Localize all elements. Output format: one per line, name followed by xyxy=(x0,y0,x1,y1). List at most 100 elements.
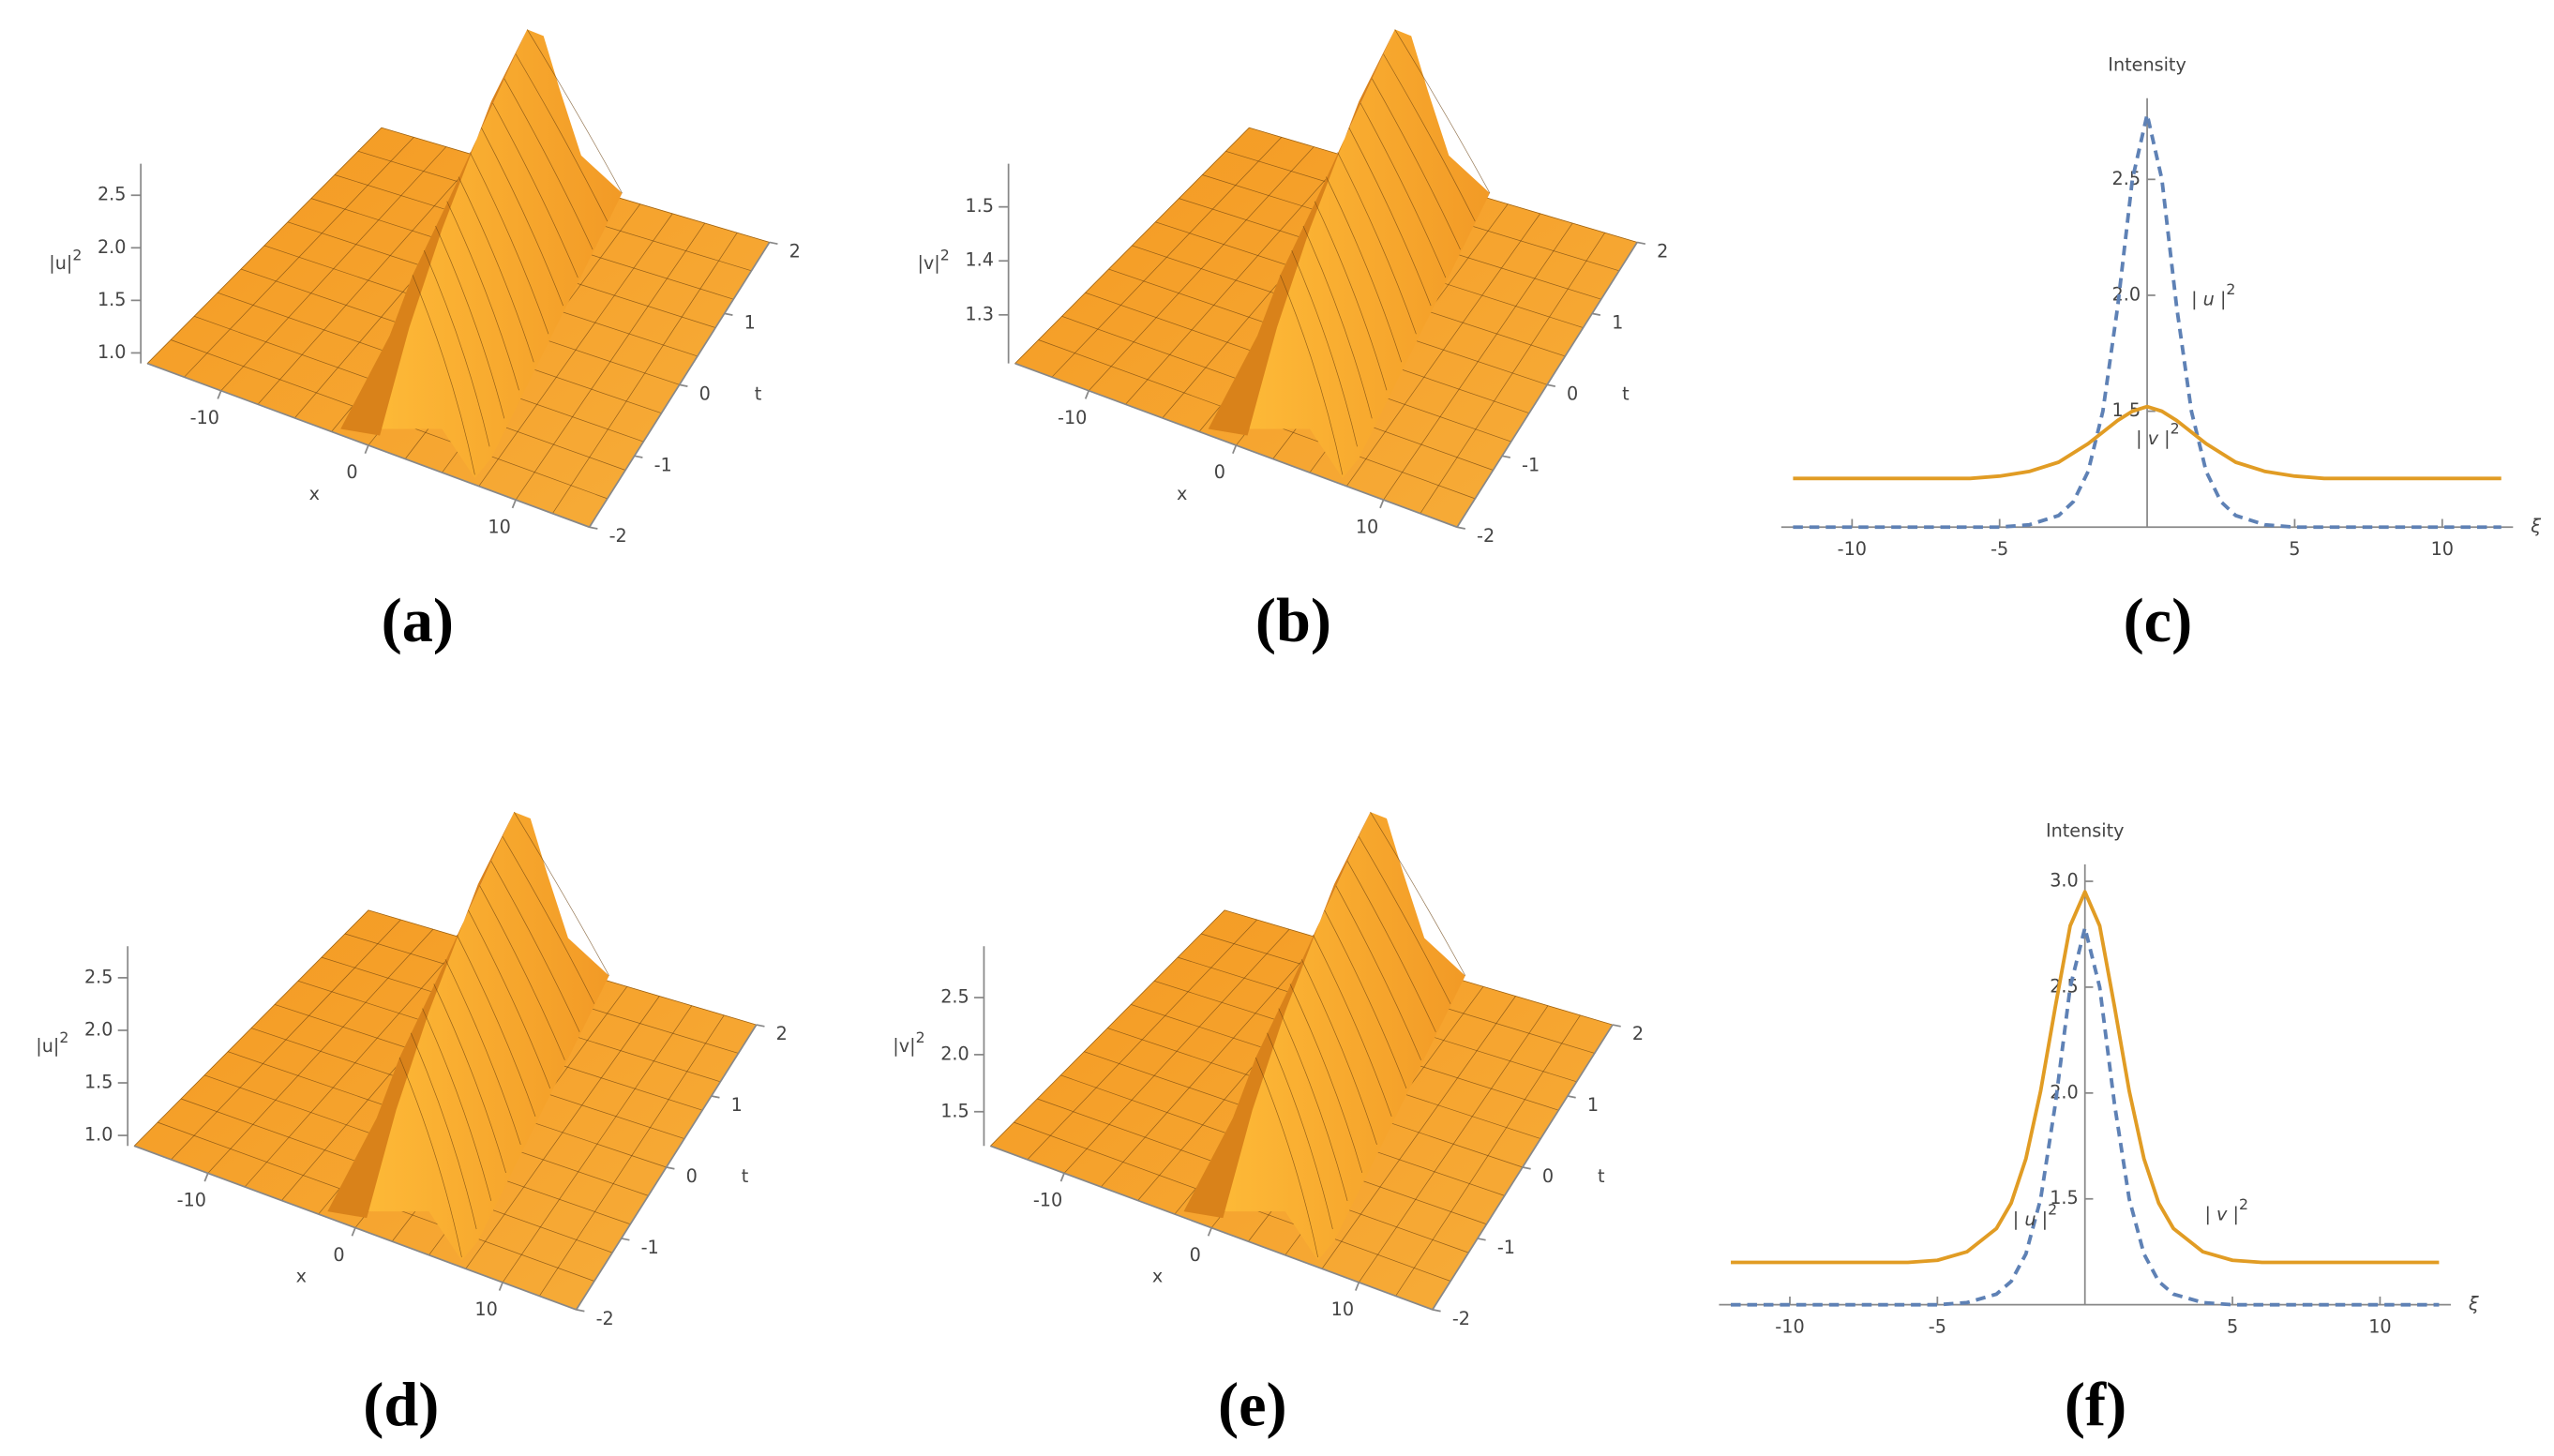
y-tick xyxy=(576,1309,585,1313)
surface-mesh xyxy=(502,836,595,1004)
series-label-sup: 2 xyxy=(2171,419,2180,437)
y-tick-label: 2.0 xyxy=(2112,283,2141,305)
surface-mesh xyxy=(515,53,608,222)
z-axis-label: |u|2 xyxy=(49,246,82,274)
y-axis-label: Intensity xyxy=(2046,820,2125,842)
series-label-name: | v | xyxy=(2205,1203,2239,1224)
y-tick xyxy=(1612,1024,1621,1028)
x-tick-label: 10 xyxy=(2368,1316,2391,1338)
y-tick-label: 0 xyxy=(699,383,711,404)
surface-mesh xyxy=(422,1008,492,1202)
y-tick-label: 3.0 xyxy=(2050,870,2079,892)
series-label-name: | u | xyxy=(2013,1208,2048,1229)
z-axis-label-sup: 2 xyxy=(940,246,950,263)
z-tick-label: 2.0 xyxy=(98,236,127,258)
y-tick xyxy=(666,1166,675,1170)
y-tick-label: -2 xyxy=(1477,525,1495,547)
surface-mesh xyxy=(490,861,580,1032)
surface-mesh xyxy=(514,811,609,976)
panel-caption: (c) xyxy=(2124,587,2193,655)
y-tick-label: 0 xyxy=(686,1165,698,1187)
y-axis-label: t xyxy=(1598,1165,1605,1187)
y-tick xyxy=(589,526,598,530)
x-tick xyxy=(217,390,222,399)
surface-ridge-shade xyxy=(1183,812,1371,1219)
x-tick xyxy=(203,1173,209,1182)
x-tick-label: 0 xyxy=(1190,1244,1201,1266)
series-label: | u |2 xyxy=(2191,280,2235,309)
surface-mesh xyxy=(1346,861,1436,1032)
y-tick-label: 2.5 xyxy=(2112,168,2141,189)
x-axis-label: x xyxy=(309,483,320,504)
y-tick xyxy=(756,1024,765,1028)
x-tick-label: 5 xyxy=(2227,1316,2238,1338)
x-tick-label: -5 xyxy=(1929,1316,1946,1338)
surface-ridge xyxy=(1208,29,1490,478)
y-tick xyxy=(711,1095,720,1099)
y-axis-label: Intensity xyxy=(2108,53,2186,75)
z-axis-label-text: |v| xyxy=(917,252,939,274)
surface-mesh xyxy=(433,983,506,1174)
x-tick xyxy=(1379,499,1385,509)
surface-mesh xyxy=(398,1057,462,1258)
z-tick-label: 1.5 xyxy=(940,1100,969,1121)
surface-ridge-shade xyxy=(327,812,515,1219)
surface-ridge-shade xyxy=(1208,29,1395,436)
x-tick-label: 10 xyxy=(488,516,510,537)
y-tick-label: -1 xyxy=(641,1237,659,1258)
y-tick xyxy=(634,455,643,458)
z-tick-label: 2.5 xyxy=(940,986,969,1008)
x-axis-label: ξ xyxy=(2530,516,2541,537)
x-tick-label: -5 xyxy=(1991,538,2008,560)
surface-mesh xyxy=(1267,1032,1333,1230)
surface-mesh xyxy=(435,225,505,419)
y-tick-label: -2 xyxy=(596,1308,614,1329)
z-tick-label: 1.4 xyxy=(965,249,994,271)
series-label-sup: 2 xyxy=(2226,280,2235,298)
series-label: | v |2 xyxy=(2205,1195,2248,1224)
surface-mesh xyxy=(1337,152,1417,335)
surface-mesh xyxy=(468,909,551,1088)
x-tick-label: -10 xyxy=(1058,407,1087,428)
surface-mesh xyxy=(1324,909,1407,1088)
panel-caption: (a) xyxy=(382,587,454,655)
x-tick-label: -10 xyxy=(177,1190,206,1211)
surface-mesh xyxy=(1313,934,1392,1117)
surface-mesh xyxy=(503,78,593,250)
y-tick-label: 1 xyxy=(1587,1094,1599,1116)
z-axis-label: |u|2 xyxy=(36,1028,68,1057)
series-label: | u |2 xyxy=(2013,1200,2057,1229)
surface-ridge xyxy=(1183,812,1465,1261)
y-tick-label: 2.0 xyxy=(2050,1081,2079,1103)
y-tick xyxy=(1477,1238,1486,1241)
x-tick xyxy=(351,1227,356,1237)
surface-mesh xyxy=(456,934,536,1117)
y-tick-label: 0 xyxy=(1567,383,1578,404)
surface-mesh xyxy=(1314,201,1388,391)
x-tick-label: -10 xyxy=(1838,538,1867,560)
surface-mesh xyxy=(446,201,519,391)
z-axis-label-sup: 2 xyxy=(72,246,82,263)
surface-mesh xyxy=(1383,53,1476,222)
series-label-sup: 2 xyxy=(2239,1195,2248,1213)
y-tick-label: 1.5 xyxy=(2112,399,2141,421)
y-tick-label: 0 xyxy=(1542,1165,1554,1187)
x-tick-label: 10 xyxy=(474,1298,497,1320)
series-line xyxy=(1793,404,2501,481)
y-tick-label: 1.5 xyxy=(2050,1187,2079,1208)
panel-caption: (d) xyxy=(363,1371,439,1439)
y-tick-label: 2 xyxy=(789,240,801,262)
y-tick-label: 1 xyxy=(731,1094,743,1116)
surface-mesh xyxy=(444,959,521,1145)
y-tick-label: 2 xyxy=(1657,240,1668,262)
surface-mesh xyxy=(526,29,623,194)
surface-ridge xyxy=(327,812,609,1261)
z-tick-label: 1.0 xyxy=(84,1124,113,1146)
series-label: | v |2 xyxy=(2136,419,2179,448)
y-tick xyxy=(769,241,778,246)
x-tick xyxy=(1355,1282,1360,1291)
x-axis-label: x xyxy=(1152,1265,1163,1286)
x-axis-label: ξ xyxy=(2468,1293,2479,1314)
